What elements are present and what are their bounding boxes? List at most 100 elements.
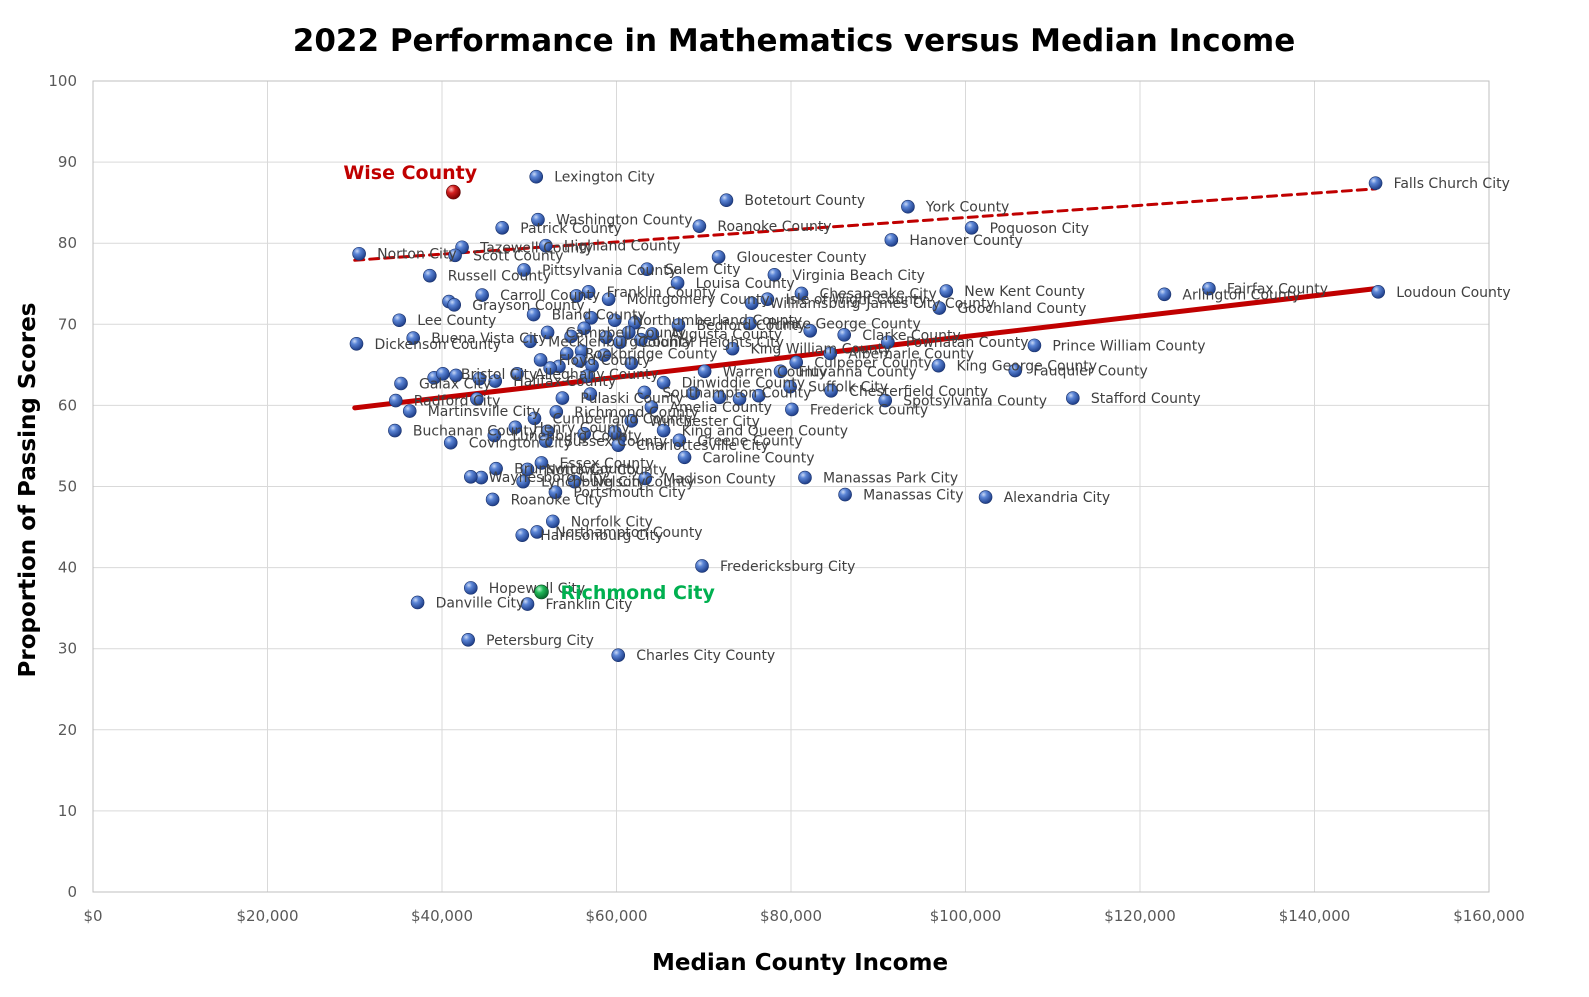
y-axis-title: Proportion of Passing Scores [15, 303, 41, 678]
data-point-label: Loudoun County [1396, 285, 1511, 301]
data-point [794, 286, 809, 301]
data-point-label: Northampton County [555, 525, 703, 541]
data-point-label: Augusta County [670, 327, 782, 343]
data-point-label: Lexington City [554, 170, 655, 186]
data-point-label: King George County [956, 359, 1097, 375]
data-point [515, 528, 530, 542]
data-point [472, 371, 487, 386]
trendline-solid [352, 286, 1379, 411]
data-point-label: York County [925, 200, 1009, 216]
data-point-label: Charles City County [636, 648, 775, 664]
data-point [559, 346, 574, 361]
data-point [607, 425, 622, 439]
data-point [601, 292, 616, 306]
y-tick-label: 90 [58, 153, 77, 171]
highlight-point-wise [446, 184, 461, 200]
data-point [823, 346, 838, 361]
data-point [533, 353, 548, 367]
data-point [803, 323, 817, 338]
data-point-label: New Kent County [964, 284, 1085, 300]
data-point [448, 248, 462, 263]
data-point [534, 456, 549, 470]
data-point-label: Danville City [436, 595, 525, 611]
data-point [1202, 281, 1216, 296]
data-point-label: Dinwiddie County [682, 376, 805, 392]
data-point [487, 428, 502, 443]
data-point [516, 474, 530, 489]
data-point [564, 329, 578, 344]
data-point [645, 327, 660, 341]
data-point-label: Highland County [564, 239, 681, 255]
trendlines [352, 187, 1379, 411]
data-point-label: Covington City [469, 436, 572, 452]
data-point-label: Pittsylvania County [542, 263, 677, 279]
data-point [543, 361, 557, 375]
data-point [599, 330, 613, 345]
data-point-label: Lee County [417, 313, 496, 329]
data-point-label: Louisa County [696, 276, 795, 292]
y-tick-label: 60 [58, 396, 77, 414]
data-point-label: Sussex County [564, 434, 667, 450]
y-tick-label: 80 [58, 234, 77, 252]
data-point [637, 385, 652, 400]
data-point-label: Fairfax County [1227, 282, 1328, 298]
data-point [410, 595, 425, 610]
data-point-label: Essex County [559, 456, 653, 472]
data-point-label: Frederick County [810, 402, 928, 418]
data-point [751, 388, 766, 403]
x-axis-title: Median County Income [652, 950, 948, 976]
data-point [671, 318, 686, 332]
data-point [517, 263, 531, 277]
data-point-label: Isle of Wight County [785, 292, 926, 308]
data-point [526, 307, 541, 322]
data-point [461, 632, 475, 647]
data-point [939, 284, 954, 298]
data-point [402, 404, 417, 418]
x-tick-label: $160,000 [1453, 907, 1525, 925]
data-point [470, 392, 484, 406]
data-point [463, 469, 478, 484]
data-point [577, 426, 592, 441]
data-point [463, 581, 478, 595]
data-point-label: Chesterfield County [849, 384, 988, 400]
data-point-label: Buena Vista City [431, 331, 546, 347]
chart-title: 2022 Performance in Mathematics versus M… [293, 23, 1295, 59]
data-point-label: Martinsville City [428, 404, 540, 420]
data-point-label: Chesapeake City [819, 286, 936, 302]
data-point [677, 450, 692, 465]
data-point [1157, 287, 1172, 302]
data-point [744, 296, 759, 311]
data-point [495, 220, 510, 235]
data-point-label: Cumberland County [552, 411, 692, 427]
data-point-label: Falls Church City [1394, 176, 1510, 192]
data-point-label: Roanoke County [717, 219, 831, 235]
data-point [549, 405, 564, 419]
data-point [798, 470, 812, 485]
data-point [607, 313, 622, 328]
data-point-label: Colonial Heights City [638, 335, 784, 351]
data-point [884, 233, 899, 247]
data-point [567, 474, 582, 489]
data-point-label: Nottoway County [546, 462, 667, 478]
data-point [964, 220, 979, 235]
data-point [719, 193, 734, 208]
data-point [548, 485, 563, 499]
data-point-label: King William County [751, 342, 892, 358]
data-point [555, 391, 570, 405]
data-point-label: Montgomery County [627, 292, 770, 308]
data-point [725, 341, 740, 356]
point-labels: Lexington City Falls Church City Botetourt… [374, 170, 1510, 664]
data-point [539, 434, 553, 448]
data-point-label: Gloucester County [737, 250, 867, 266]
data-point [789, 355, 804, 370]
data-point [624, 414, 639, 428]
data-point-label: Fredericksburg City [720, 559, 855, 575]
data-point-label: Mecklenburg County [548, 334, 692, 350]
data-point-label: Henry County [533, 420, 629, 436]
data-point-label: Bristol City [461, 367, 537, 383]
data-point [489, 461, 503, 476]
data-point [1368, 176, 1383, 190]
data-point-label: Harrisonburg City [540, 528, 663, 544]
data-point [611, 438, 626, 452]
